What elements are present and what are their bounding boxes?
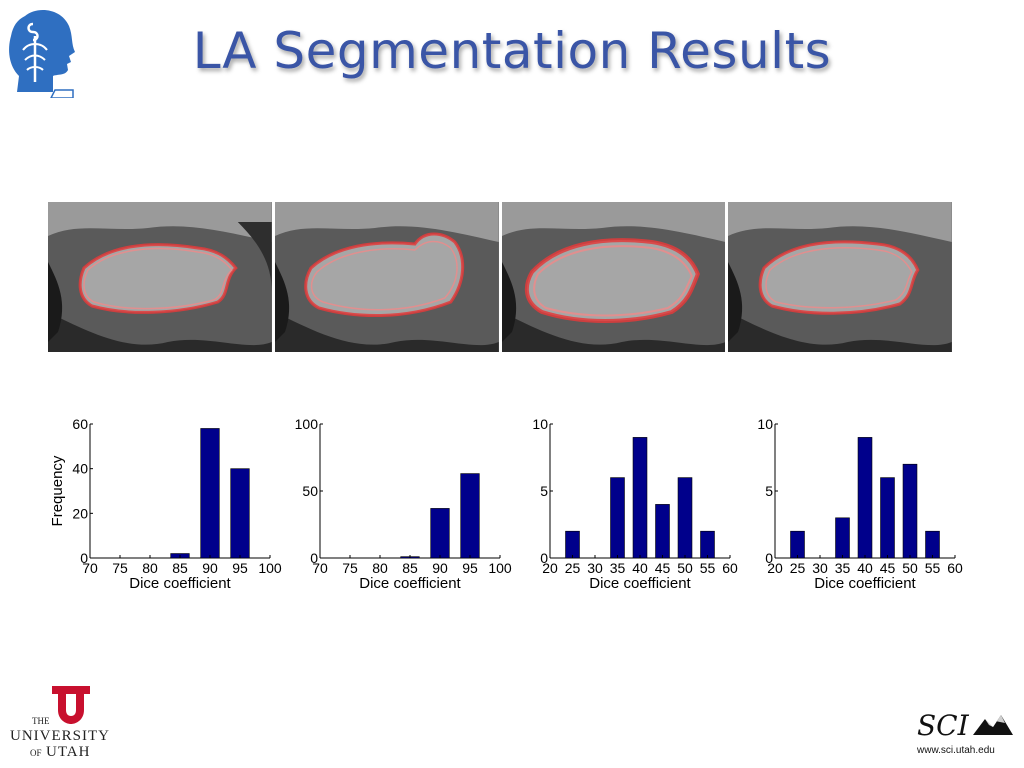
x-axis-label: Dice coefficient xyxy=(589,575,691,592)
x-tick-label: 50 xyxy=(677,560,693,576)
y-tick-label: 60 xyxy=(72,416,88,432)
x-tick-label: 45 xyxy=(655,560,671,576)
bar-50 xyxy=(677,477,693,559)
histogram-1: 70 75 80 85 90 95 100 0 20 40 60 Dice coefficient Fr… xyxy=(40,410,290,605)
x-tick-label: 50 xyxy=(902,560,918,576)
x-tick-label: 60 xyxy=(722,560,738,576)
x-tick-label: 80 xyxy=(372,560,388,576)
y-tick-label: 0 xyxy=(310,550,318,566)
histogram-2: 70 75 80 85 90 95 100 0 50 100 Dice coefficient xyxy=(270,410,520,605)
x-tick-label: 85 xyxy=(172,560,188,576)
x-tick-label: 20 xyxy=(767,560,783,576)
bar-35 xyxy=(610,477,625,559)
bar-25 xyxy=(790,530,805,559)
uofu-university-text: UNIVERSITY xyxy=(10,728,110,744)
mri-panel-4 xyxy=(728,202,952,352)
bar-50 xyxy=(902,463,918,559)
mri-panel-3 xyxy=(501,202,726,352)
y-tick-label: 40 xyxy=(72,461,88,477)
x-tick-label: 90 xyxy=(432,560,448,576)
y-tick-label: 10 xyxy=(532,416,548,432)
x-tick-label: 95 xyxy=(462,560,478,576)
y-tick-label: 0 xyxy=(540,550,548,566)
y-tick-label: 20 xyxy=(72,505,88,521)
y-tick-label: 5 xyxy=(540,483,548,499)
bar-40 xyxy=(632,437,648,559)
x-tick-label: 55 xyxy=(700,560,716,576)
bar-55 xyxy=(700,530,715,559)
x-tick-label: 30 xyxy=(812,560,828,576)
x-tick-label: 75 xyxy=(342,560,358,576)
bar-35 xyxy=(835,517,850,559)
bar-90 xyxy=(430,508,450,559)
x-tick-label: 25 xyxy=(565,560,581,576)
bar-40 xyxy=(857,437,873,559)
x-tick-label: 40 xyxy=(857,560,873,576)
x-tick-label: 60 xyxy=(947,560,963,576)
x-axis-label: Dice coefficient xyxy=(359,575,461,592)
x-axis-label: Dice coefficient xyxy=(814,575,916,592)
x-tick-label: 20 xyxy=(542,560,558,576)
sci-logo: SCI www.sci.utah.edu xyxy=(915,705,1015,760)
uofu-the-text: THE xyxy=(32,716,50,726)
bar-95 xyxy=(230,468,250,559)
x-tick-label: 70 xyxy=(312,560,328,576)
bar-45 xyxy=(880,477,895,559)
y-tick-label: 0 xyxy=(80,550,88,566)
mri-panel-1 xyxy=(48,202,272,352)
mri-image-strip xyxy=(48,202,952,352)
slicer-logo xyxy=(5,6,75,99)
y-axis-label: Frequency xyxy=(49,455,66,526)
x-tick-label: 100 xyxy=(488,560,512,576)
x-tick-label: 30 xyxy=(587,560,603,576)
x-tick-label: 100 xyxy=(258,560,282,576)
histogram-4: 20 25 30 35 40 45 50 55 60 0 5 10 Dice coefficient xyxy=(725,410,975,605)
mri-panel-2 xyxy=(274,202,499,352)
x-tick-label: 35 xyxy=(610,560,626,576)
x-tick-label: 35 xyxy=(835,560,851,576)
y-tick-label: 10 xyxy=(757,416,773,432)
histogram-3: 20 25 30 35 40 45 50 55 60 0 5 10 Dice coefficient xyxy=(500,410,750,605)
sci-mark-text: SCI xyxy=(917,709,970,742)
x-tick-label: 90 xyxy=(202,560,218,576)
y-tick-label: 50 xyxy=(302,483,318,499)
bar-90 xyxy=(200,428,220,559)
y-tick-label: 0 xyxy=(765,550,773,566)
sci-url-text: www.sci.utah.edu xyxy=(916,745,995,756)
uofu-of-text: OF xyxy=(30,748,42,758)
x-tick-label: 75 xyxy=(112,560,128,576)
x-tick-label: 70 xyxy=(82,560,98,576)
y-tick-label: 100 xyxy=(295,416,319,432)
x-tick-label: 55 xyxy=(925,560,941,576)
bar-25 xyxy=(565,530,580,559)
uofu-utah-text: UTAH xyxy=(46,744,90,760)
page-title: LA Segmentation Results xyxy=(192,22,832,80)
bar-55 xyxy=(925,530,940,559)
x-tick-label: 45 xyxy=(880,560,896,576)
x-tick-label: 80 xyxy=(142,560,158,576)
x-axis-label: Dice coefficient xyxy=(129,575,231,592)
x-tick-label: 95 xyxy=(232,560,248,576)
y-tick-label: 5 xyxy=(765,483,773,499)
bar-45 xyxy=(655,504,670,559)
x-tick-label: 40 xyxy=(632,560,648,576)
bar-95 xyxy=(460,473,480,559)
university-of-utah-logo: THE UNIVERSITY OF UTAH xyxy=(10,684,120,760)
x-tick-label: 25 xyxy=(790,560,806,576)
x-tick-label: 85 xyxy=(402,560,418,576)
